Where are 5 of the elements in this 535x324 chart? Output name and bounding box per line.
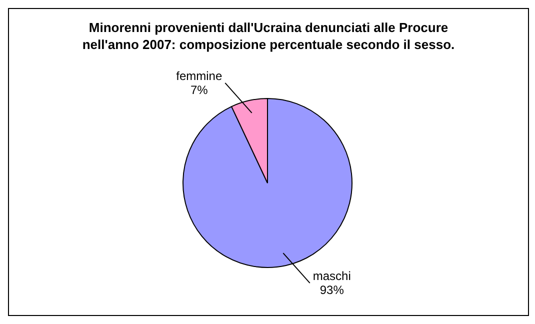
chart-title: Minorenni provenienti dall'Ucraina denunciati alle Procure nell'anno 2007: composizione percentuale secondo il sesso. [81,19,456,53]
slice-label: femmine [176,68,222,83]
data-label: 93% [320,283,344,298]
data-label: 7% [190,82,208,97]
slice-label: maschi [312,269,351,284]
